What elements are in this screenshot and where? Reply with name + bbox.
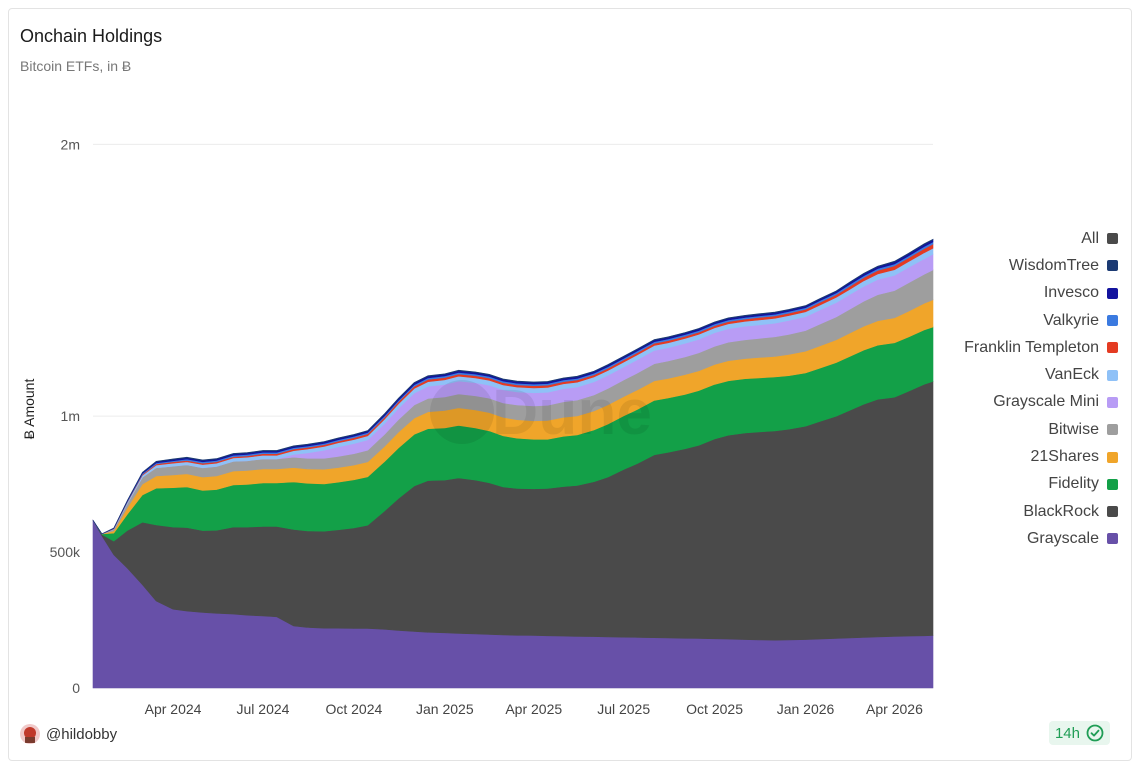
- check-circle-icon: [1086, 724, 1104, 742]
- legend-label: BlackRock: [1023, 502, 1099, 520]
- x-tick-label: Oct 2024: [325, 701, 382, 717]
- legend-item[interactable]: Grayscale Mini: [898, 389, 1118, 416]
- x-tick-label: Jul 2025: [597, 701, 650, 717]
- legend-item[interactable]: Invesco: [898, 280, 1118, 307]
- legend-label: Bitwise: [1048, 420, 1099, 438]
- legend-label: Grayscale: [1026, 529, 1099, 547]
- x-tick-label: Oct 2025: [686, 701, 743, 717]
- x-tick-label: Jan 2026: [777, 701, 835, 717]
- chart-legend: All WisdomTree Invesco Valkyrie Franklin Tem…: [898, 225, 1118, 553]
- legend-swatch: [1107, 506, 1118, 518]
- legend-label: 21Shares: [1030, 448, 1100, 466]
- legend-label: VanEck: [1045, 366, 1099, 384]
- legend-item[interactable]: All: [898, 225, 1118, 252]
- x-tick-label: Apr 2025: [505, 701, 562, 717]
- legend-swatch: [1107, 342, 1118, 354]
- legend-item[interactable]: WisdomTree: [898, 252, 1118, 279]
- legend-swatch: [1107, 396, 1118, 408]
- y-tick-label: 2m: [61, 136, 80, 152]
- legend-item[interactable]: Fidelity: [898, 471, 1118, 498]
- legend-item[interactable]: VanEck: [898, 361, 1118, 388]
- x-tick-label: Jul 2024: [237, 701, 290, 717]
- legend-label: Grayscale Mini: [993, 393, 1099, 411]
- chart-title: Onchain Holdings: [20, 26, 163, 46]
- legend-swatch: [1107, 369, 1118, 381]
- legend-swatch: [1107, 451, 1118, 463]
- legend-label: Fidelity: [1048, 475, 1099, 493]
- author[interactable]: @hildobby: [20, 724, 117, 744]
- legend-label: Invesco: [1043, 284, 1099, 302]
- x-tick-label: Apr 2026: [866, 701, 923, 717]
- legend-label: All: [1081, 229, 1099, 247]
- x-tick-label: Jan 2025: [416, 701, 474, 717]
- legend-swatch: [1107, 478, 1118, 490]
- y-tick-label: 1m: [61, 408, 80, 424]
- legend-swatch: [1107, 315, 1118, 327]
- x-tick-label: Apr 2024: [145, 701, 202, 717]
- legend-label: WisdomTree: [1008, 256, 1099, 274]
- freshness-badge[interactable]: 14h: [1048, 721, 1110, 745]
- freshness-label: 14h: [1054, 724, 1080, 742]
- legend-swatch: [1107, 260, 1118, 272]
- legend-label: Franklin Templeton: [964, 338, 1099, 356]
- legend-item[interactable]: Valkyrie: [898, 307, 1118, 334]
- legend-item[interactable]: Franklin Templeton: [898, 334, 1118, 361]
- chart-subtitle: Bitcoin ETFs, in Ƀ: [20, 58, 132, 74]
- legend-item[interactable]: 21Shares: [898, 443, 1118, 470]
- legend-item[interactable]: BlackRock: [898, 498, 1118, 525]
- legend-swatch: [1107, 424, 1118, 436]
- legend-swatch: [1107, 287, 1118, 299]
- avatar: [20, 724, 40, 744]
- legend-item[interactable]: Grayscale: [898, 525, 1118, 552]
- legend-swatch: [1107, 233, 1118, 245]
- watermark-logo: [430, 380, 494, 444]
- y-tick-label: 500k: [50, 544, 81, 560]
- author-handle: @hildobby: [46, 725, 118, 743]
- y-axis-label: Ƀ Amount: [21, 379, 37, 440]
- legend-item[interactable]: Bitwise: [898, 416, 1118, 443]
- area-wisdomtree: [92, 238, 934, 535]
- legend-label: Valkyrie: [1043, 311, 1099, 329]
- watermark: Dune: [492, 376, 652, 448]
- y-tick-label: 0: [72, 680, 80, 696]
- legend-swatch: [1107, 533, 1118, 545]
